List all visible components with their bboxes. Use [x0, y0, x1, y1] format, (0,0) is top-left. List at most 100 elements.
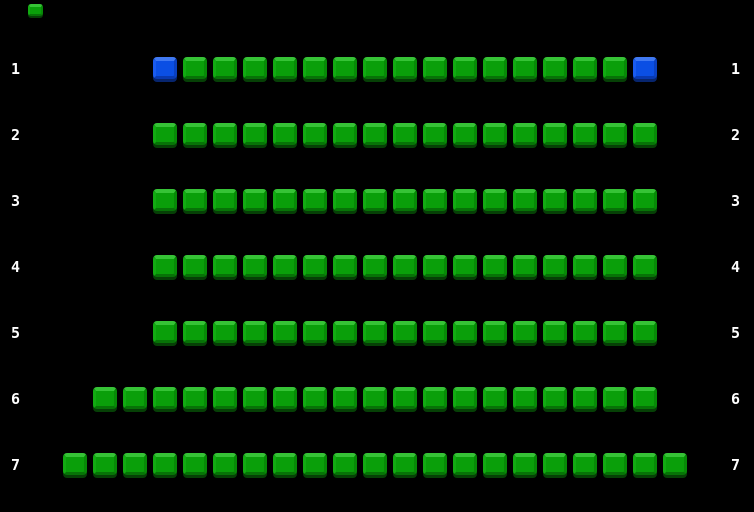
seat-available[interactable] [513, 189, 537, 211]
seat-available[interactable] [453, 57, 477, 79]
seat-available[interactable] [603, 387, 627, 409]
seat-available[interactable] [243, 123, 267, 145]
seat-available[interactable] [153, 453, 177, 475]
seat-available[interactable] [483, 453, 507, 475]
seat-available[interactable] [183, 321, 207, 343]
seat-available[interactable] [363, 57, 387, 79]
seat-available[interactable] [183, 123, 207, 145]
seat-available[interactable] [213, 453, 237, 475]
seat-available[interactable] [303, 321, 327, 343]
seat-available[interactable] [183, 255, 207, 277]
seat-available[interactable] [573, 57, 597, 79]
seat-available[interactable] [363, 255, 387, 277]
seat-available[interactable] [633, 387, 657, 409]
seat-available[interactable] [123, 453, 147, 475]
seat-available[interactable] [213, 123, 237, 145]
seat-available[interactable] [153, 387, 177, 409]
seat-available[interactable] [423, 123, 447, 145]
seat-available[interactable] [393, 321, 417, 343]
seat-available[interactable] [423, 321, 447, 343]
seat-available[interactable] [393, 57, 417, 79]
seat-available[interactable] [573, 321, 597, 343]
seat-available[interactable] [273, 453, 297, 475]
seat-available[interactable] [183, 453, 207, 475]
seat-available[interactable] [273, 57, 297, 79]
seat-available[interactable] [483, 123, 507, 145]
seat-available[interactable] [483, 321, 507, 343]
seat-available[interactable] [393, 255, 417, 277]
seat-available[interactable] [273, 321, 297, 343]
seat-available[interactable] [543, 123, 567, 145]
seat-available[interactable] [333, 321, 357, 343]
seat-available[interactable] [333, 57, 357, 79]
seat-available[interactable] [183, 387, 207, 409]
seat-available[interactable] [273, 123, 297, 145]
seat-available[interactable] [213, 387, 237, 409]
seat-available[interactable] [513, 255, 537, 277]
seat-available[interactable] [393, 189, 417, 211]
seat-available[interactable] [513, 453, 537, 475]
seat-available[interactable] [663, 453, 687, 475]
seat-available[interactable] [453, 189, 477, 211]
seat-available[interactable] [333, 123, 357, 145]
seat-available[interactable] [573, 189, 597, 211]
seat-available[interactable] [603, 321, 627, 343]
seat-available[interactable] [543, 321, 567, 343]
seat-available[interactable] [213, 255, 237, 277]
seat-available[interactable] [573, 453, 597, 475]
seat-available[interactable] [483, 255, 507, 277]
seat-available[interactable] [423, 189, 447, 211]
seat-available[interactable] [333, 387, 357, 409]
seat-available[interactable] [543, 189, 567, 211]
seat-available[interactable] [213, 189, 237, 211]
seat-available[interactable] [633, 453, 657, 475]
seat-available[interactable] [483, 57, 507, 79]
seat-available[interactable] [393, 453, 417, 475]
seat-available[interactable] [153, 123, 177, 145]
seat-available[interactable] [513, 387, 537, 409]
seat-available[interactable] [333, 255, 357, 277]
seat-available[interactable] [153, 189, 177, 211]
seat-available[interactable] [453, 255, 477, 277]
seat-available[interactable] [573, 387, 597, 409]
seat-available[interactable] [543, 57, 567, 79]
seat-available[interactable] [93, 387, 117, 409]
seat-available[interactable] [243, 189, 267, 211]
seat-available[interactable] [633, 321, 657, 343]
seat-available[interactable] [453, 321, 477, 343]
seat-available[interactable] [423, 387, 447, 409]
seat-available[interactable] [363, 453, 387, 475]
seat-available[interactable] [453, 453, 477, 475]
seat-available[interactable] [243, 453, 267, 475]
seat-available[interactable] [303, 123, 327, 145]
seat-available[interactable] [483, 189, 507, 211]
seat-available[interactable] [453, 387, 477, 409]
seat-available[interactable] [453, 123, 477, 145]
seat-available[interactable] [633, 255, 657, 277]
seat-available[interactable] [213, 321, 237, 343]
seat-selected[interactable] [153, 57, 177, 79]
seat-available[interactable] [243, 387, 267, 409]
seat-available[interactable] [243, 57, 267, 79]
seat-available[interactable] [393, 123, 417, 145]
seat-available[interactable] [213, 57, 237, 79]
seat-available[interactable] [63, 453, 87, 475]
seat-available[interactable] [363, 189, 387, 211]
seat-available[interactable] [603, 255, 627, 277]
seat-available[interactable] [393, 387, 417, 409]
seat-available[interactable] [603, 453, 627, 475]
seat-available[interactable] [573, 255, 597, 277]
seat-available[interactable] [243, 255, 267, 277]
seat-selected[interactable] [633, 57, 657, 79]
seat-available[interactable] [333, 453, 357, 475]
seat-available[interactable] [273, 255, 297, 277]
seat-available[interactable] [513, 123, 537, 145]
seat-available[interactable] [633, 123, 657, 145]
seat-available[interactable] [153, 255, 177, 277]
seat-available[interactable] [183, 189, 207, 211]
seat-available[interactable] [303, 189, 327, 211]
seat-available[interactable] [363, 123, 387, 145]
seat-available[interactable] [633, 189, 657, 211]
seat-available[interactable] [303, 453, 327, 475]
seat-available[interactable] [603, 123, 627, 145]
